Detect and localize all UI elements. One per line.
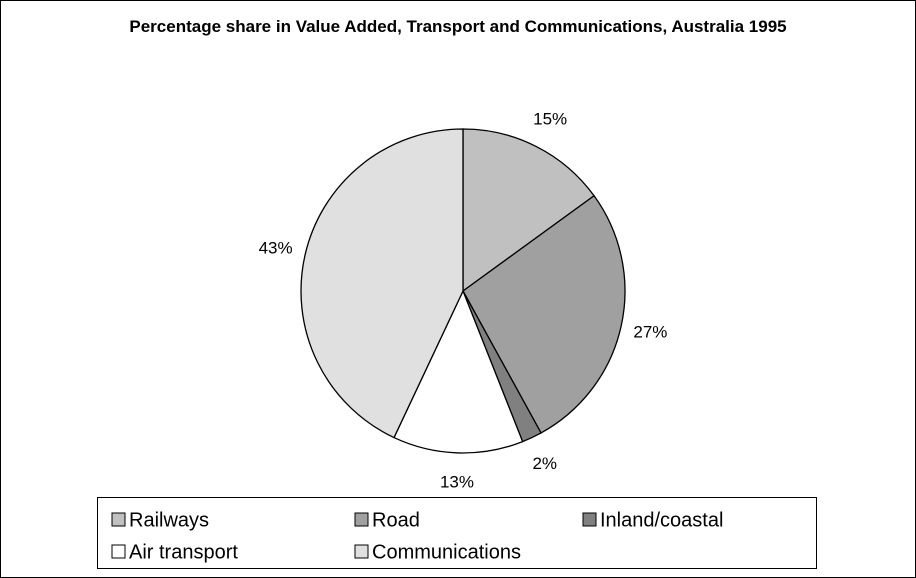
legend-label: Railways <box>129 509 209 531</box>
legend-swatch <box>354 512 369 527</box>
data-label: 2% <box>532 454 557 473</box>
legend-label: Road <box>372 509 420 531</box>
pie-slice <box>300 128 464 439</box>
pie-slice <box>462 194 626 434</box>
pie-slice <box>462 128 595 293</box>
legend-swatch <box>111 512 126 527</box>
data-label: 15% <box>533 109 567 128</box>
data-label: 43% <box>259 239 293 258</box>
data-label: 27% <box>633 322 667 341</box>
pie-slice <box>393 289 524 454</box>
chart-title: Percentage share in Value Added, Transpo… <box>129 17 787 36</box>
legend-swatch <box>582 512 597 527</box>
legend-label: Inland/coastal <box>600 509 723 531</box>
legend-swatch <box>111 544 126 559</box>
legend-box <box>97 497 817 569</box>
legend-label: Communications <box>372 541 521 563</box>
data-label: 13% <box>440 472 474 491</box>
legend-label: Air transport <box>129 541 238 563</box>
legend-swatch <box>354 544 369 559</box>
